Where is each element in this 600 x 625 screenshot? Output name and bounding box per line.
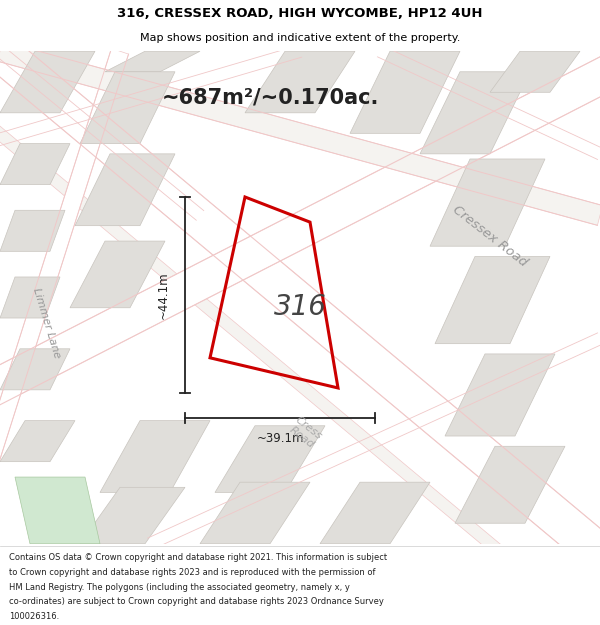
Polygon shape [350,51,460,133]
Text: 100026316.: 100026316. [9,612,59,621]
Text: HM Land Registry. The polygons (including the associated geometry, namely x, y: HM Land Registry. The polygons (includin… [9,582,350,592]
Text: Contains OS data © Crown copyright and database right 2021. This information is : Contains OS data © Crown copyright and d… [9,554,387,562]
Polygon shape [15,477,100,544]
Polygon shape [0,48,128,495]
Text: ~44.1m: ~44.1m [157,271,170,319]
Text: Cressex Road: Cressex Road [450,203,530,269]
Polygon shape [490,51,580,92]
Text: Map shows position and indicative extent of the property.: Map shows position and indicative extent… [140,33,460,44]
Polygon shape [0,41,600,226]
Text: ~687m²/~0.170ac.: ~687m²/~0.170ac. [161,88,379,108]
Polygon shape [0,277,60,318]
Text: co-ordinates) are subject to Crown copyright and database rights 2023 Ordnance S: co-ordinates) are subject to Crown copyr… [9,598,384,606]
Polygon shape [215,426,325,493]
Polygon shape [245,51,355,112]
Polygon shape [200,482,310,544]
Polygon shape [420,72,530,154]
Polygon shape [0,0,600,610]
Polygon shape [0,35,600,426]
Polygon shape [455,446,565,523]
Polygon shape [80,488,185,544]
Polygon shape [430,159,545,246]
Polygon shape [80,72,175,144]
Polygon shape [0,51,95,112]
Polygon shape [70,241,165,308]
Polygon shape [0,88,600,625]
Text: 316: 316 [274,292,327,321]
Text: 316, CRESSEX ROAD, HIGH WYCOMBE, HP12 4UH: 316, CRESSEX ROAD, HIGH WYCOMBE, HP12 4U… [117,8,483,21]
Polygon shape [0,144,70,184]
Text: Limmer Lane: Limmer Lane [32,287,62,359]
Polygon shape [0,349,70,390]
Polygon shape [435,256,550,344]
Polygon shape [100,421,210,492]
Polygon shape [0,421,75,462]
Polygon shape [320,482,430,544]
Text: ~39.1m: ~39.1m [256,432,304,445]
Polygon shape [105,51,200,72]
Text: to Crown copyright and database rights 2023 and is reproduced with the permissio: to Crown copyright and database rights 2… [9,568,376,577]
Polygon shape [445,354,555,436]
Polygon shape [0,210,65,251]
Polygon shape [75,154,175,226]
Text: Cress
Road: Cress Road [286,415,324,451]
